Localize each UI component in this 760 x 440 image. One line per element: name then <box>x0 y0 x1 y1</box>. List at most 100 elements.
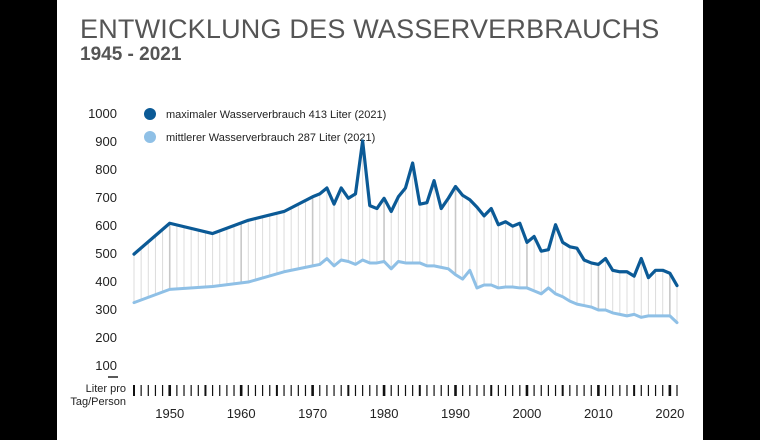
x-tick <box>304 385 307 396</box>
x-tick <box>376 385 378 396</box>
chart-title: ENTWICKLUNG DES WASSERVERBRAUCHS <box>80 14 660 44</box>
x-tick <box>247 385 249 396</box>
x-tick <box>369 385 371 396</box>
x-tick-label: 2010 <box>584 406 613 421</box>
legend-dot-mean <box>144 131 156 143</box>
x-tick <box>440 385 442 396</box>
x-tick-label: 1960 <box>227 406 256 421</box>
x-tick <box>654 385 657 396</box>
x-tick <box>161 385 164 396</box>
x-tick-label: 1970 <box>298 406 327 421</box>
chart-panel <box>57 0 703 440</box>
x-tick <box>404 385 407 396</box>
x-tick-label: 1990 <box>441 406 470 421</box>
range-lines <box>133 140 678 323</box>
x-tick <box>469 385 471 396</box>
x-axis: 1950 1960 1970 1980 1990 2000 2010 2020 <box>133 385 684 421</box>
y-tick-label: 900 <box>95 134 117 149</box>
y-tick-label: 1000 <box>88 106 117 121</box>
x-tick <box>583 385 585 396</box>
x-tick <box>569 385 571 396</box>
x-tick <box>397 385 399 396</box>
x-tick <box>462 385 464 396</box>
x-tick <box>476 385 478 396</box>
x-tick <box>219 385 221 396</box>
x-tick <box>154 385 157 396</box>
x-tick <box>211 385 214 396</box>
x-tick <box>340 385 342 396</box>
x-tick <box>547 385 549 396</box>
x-tick <box>590 385 592 396</box>
x-tick <box>311 385 314 396</box>
x-tick <box>290 385 292 396</box>
x-tick <box>497 385 499 396</box>
x-tick <box>533 385 535 396</box>
y-axis: 1000 900 800 700 600 500 400 300 200 100 <box>88 106 117 373</box>
x-tick <box>190 385 192 396</box>
x-tick <box>412 385 414 396</box>
x-tick <box>676 385 678 396</box>
legend-label-max: maximaler Wasserverbrauch 413 Liter (202… <box>166 109 386 121</box>
x-tick <box>140 385 142 396</box>
legend-label-mean: mittlerer Wasserverbrauch 287 Liter (202… <box>166 132 375 144</box>
y-tick-label: 100 <box>95 358 117 373</box>
x-tick <box>239 385 243 396</box>
x-tick <box>597 385 600 396</box>
x-tick <box>283 385 285 396</box>
x-tick-label: 2000 <box>512 406 541 421</box>
x-tick <box>604 385 607 396</box>
y-unit-line1: Liter pro <box>86 383 126 395</box>
x-tick <box>483 385 485 396</box>
x-tick <box>519 385 521 396</box>
x-tick <box>490 385 493 396</box>
x-tick <box>319 385 321 396</box>
x-tick <box>183 385 185 396</box>
x-tick <box>626 385 628 396</box>
x-tick <box>504 385 507 396</box>
y-tick-label: 800 <box>95 162 117 177</box>
x-tick <box>204 385 207 396</box>
x-tick <box>612 385 614 396</box>
x-tick <box>333 385 335 396</box>
x-tick <box>168 385 172 396</box>
x-tick <box>433 385 435 396</box>
x-tick <box>362 385 364 396</box>
x-tick <box>254 385 257 396</box>
x-tick-label: 1950 <box>155 406 184 421</box>
x-tick <box>525 385 529 396</box>
x-tick <box>619 385 621 396</box>
x-tick <box>668 385 672 396</box>
x-tick <box>561 385 564 396</box>
x-tick <box>576 385 578 396</box>
x-tick <box>647 385 650 396</box>
x-tick <box>633 385 636 396</box>
x-tick <box>382 385 386 396</box>
x-tick <box>390 385 392 396</box>
x-tick <box>133 385 135 396</box>
y-tick-label: 700 <box>95 190 117 205</box>
x-tick <box>418 385 421 396</box>
y-tick-label: 600 <box>95 218 117 233</box>
chart-subtitle: 1945 - 2021 <box>80 44 182 65</box>
x-tick <box>197 385 199 396</box>
y-tick-label: 300 <box>95 302 117 317</box>
y-unit-line2: Tag/Person <box>70 396 126 408</box>
x-tick <box>275 385 278 396</box>
x-tick <box>447 385 449 396</box>
x-tick <box>540 385 542 396</box>
x-tick <box>354 385 357 396</box>
series-line-mean <box>132 257 679 325</box>
x-tick-label: 1980 <box>370 406 399 421</box>
x-tick <box>640 385 642 396</box>
x-tick <box>297 385 299 396</box>
x-tick <box>347 385 350 396</box>
x-tick <box>426 385 428 396</box>
x-tick <box>454 385 457 396</box>
x-tick <box>554 385 557 396</box>
series-lines <box>132 139 679 325</box>
x-tick <box>326 385 328 396</box>
x-tick <box>176 385 178 396</box>
x-tick <box>662 385 664 396</box>
y-tick-label: 400 <box>95 274 117 289</box>
